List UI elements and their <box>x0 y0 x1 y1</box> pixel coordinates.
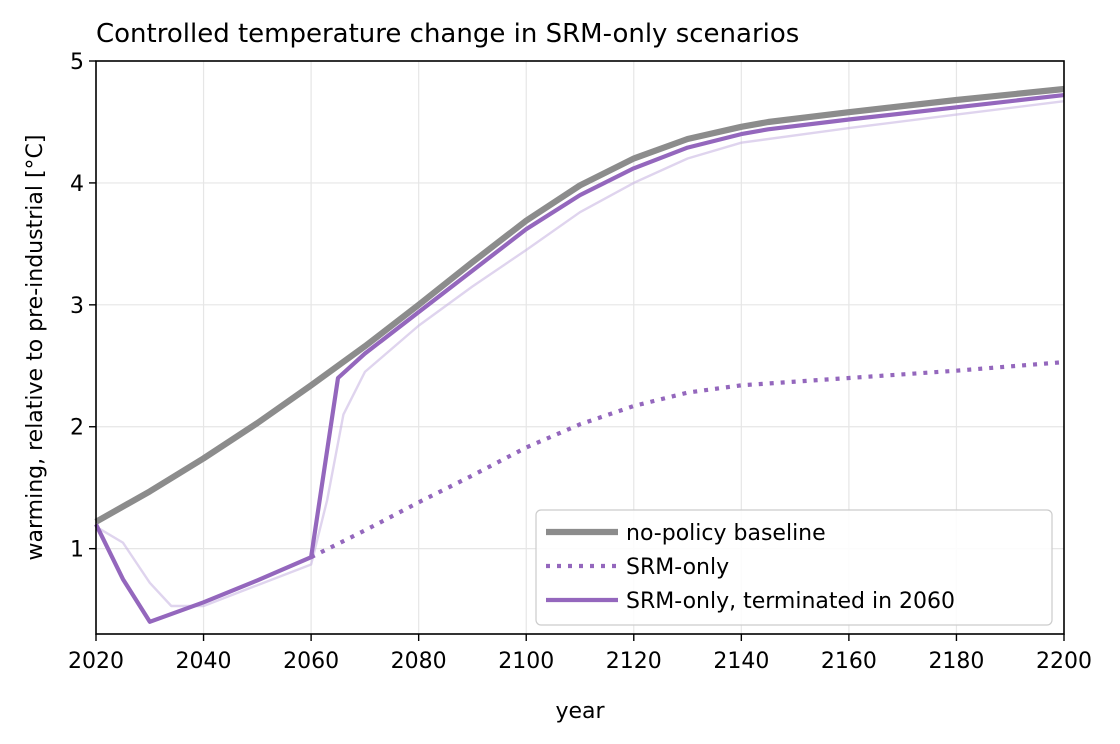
x-tick-label: 2140 <box>713 649 769 674</box>
legend-label: no-policy baseline <box>626 521 826 546</box>
x-tick-label: 2080 <box>391 649 447 674</box>
x-tick-label: 2120 <box>606 649 662 674</box>
plot-frame <box>95 60 1065 635</box>
y-tick-label: 5 <box>70 50 84 75</box>
y-axis-label: warming, relative to pre-industrial [°C] <box>23 135 48 561</box>
x-tick-label: 2100 <box>498 649 554 674</box>
x-tick-label: 2200 <box>1036 649 1092 674</box>
y-tick-label: 4 <box>70 172 84 197</box>
y-tick-label: 2 <box>70 416 84 441</box>
chart-title: Controlled temperature change in SRM-onl… <box>96 19 799 49</box>
y-tick-label: 3 <box>70 294 84 319</box>
x-tick-label: 2060 <box>283 649 339 674</box>
y-axis: 1 2 3 4 5 <box>70 50 96 563</box>
series-layer <box>94 85 1065 624</box>
y-tick-label: 1 <box>70 538 84 563</box>
x-tick-label: 2020 <box>68 649 124 674</box>
x-axis: 2020 2040 2060 2080 2100 2120 2140 2160 2180 2200 <box>68 634 1092 674</box>
series-line-srm-only <box>310 360 1065 560</box>
legend-label: SRM-only, terminated in 2060 <box>626 589 955 614</box>
legend-box <box>535 509 1053 626</box>
x-tick-label: 2180 <box>928 649 984 674</box>
x-tick-label: 2040 <box>176 649 232 674</box>
series-line-no-policy-baseline <box>94 85 1065 525</box>
x-tick-label: 2160 <box>821 649 877 674</box>
x-axis-label: year <box>555 699 605 724</box>
series-line-faint <box>95 100 1065 608</box>
legend: no-policy baseline SRM-only SRM-only, term… <box>535 509 1053 626</box>
series-line-srm-only-terminated-in-2060 <box>94 93 1065 624</box>
legend-label: SRM-only <box>626 555 729 580</box>
